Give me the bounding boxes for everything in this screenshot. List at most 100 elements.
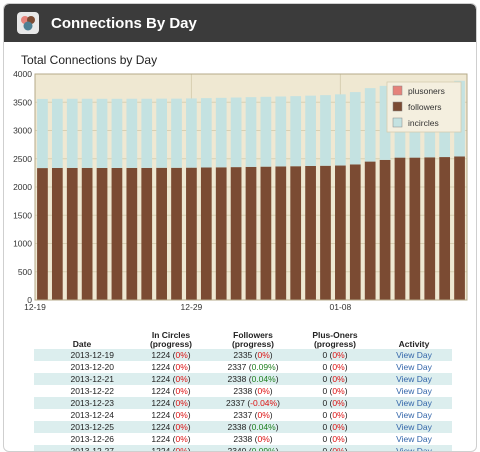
bar-followers [186, 167, 197, 300]
bar-followers [51, 167, 63, 300]
bar-followers [245, 166, 257, 300]
bar-followers [96, 167, 108, 300]
progress-value: 0% [332, 434, 345, 444]
date-cell: 2013-12-22 [70, 386, 114, 396]
progress-value: 0.04% [251, 422, 276, 432]
date-cell: 2013-12-19 [34, 349, 130, 361]
progress-value: 0% [257, 410, 270, 420]
activity-cell: View Day [376, 397, 452, 409]
x-tick-label: 01-08 [330, 302, 352, 312]
bar-incircles [37, 98, 48, 169]
activity-cell: View Day [376, 445, 452, 452]
activity-cell: View Day [376, 385, 452, 397]
table-row: 2013-12-24 1224 (0%) 2337 (0%) 0 (0%) View D… [34, 409, 452, 421]
view-day-link[interactable]: View Day [396, 446, 432, 452]
connections-panel: Connections By Day Total Connections by … [3, 3, 477, 452]
connections-bar-chart: 0 500 1000 1500 2000 2500 3000 3500 4000 12-19 12-… [13, 69, 468, 312]
bar-incircles [126, 98, 138, 168]
view-day-link[interactable]: View Day [396, 422, 432, 432]
y-tick-label: 1500 [13, 210, 32, 220]
bar-incircles [200, 98, 212, 168]
bar-followers [37, 168, 48, 300]
view-day-link[interactable]: View Day [396, 374, 432, 384]
bar-followers [454, 156, 465, 300]
view-day-link[interactable]: View Day [396, 350, 432, 360]
circles-cell: 1224 (0%) [130, 349, 212, 361]
table-row: 2013-12-19 1224 (0%) 2335 (0%) 0 (0%) View D… [34, 349, 452, 361]
bar-incircles [335, 94, 346, 166]
progress-value: 0% [332, 386, 345, 396]
bar-incircles [260, 96, 272, 167]
bar-followers [364, 161, 376, 300]
view-day-link[interactable]: View Day [396, 362, 432, 372]
date-cell: 2013-12-23 [34, 397, 130, 409]
bar-followers [141, 167, 153, 300]
circles-cell: 1224 (0%) [130, 445, 212, 451]
followers-cell: 2337 (0.09%) [227, 362, 279, 372]
circles-cell: 1224 (0%) [151, 410, 191, 420]
bar-followers [335, 165, 346, 300]
x-tick-label: 12-29 [181, 302, 203, 312]
col-plus-header: Plus-Oners (progress) [312, 330, 358, 349]
circles-cell: 1224 (0%) [151, 434, 191, 444]
plus-cell: 0 (0%) [322, 434, 348, 444]
progress-value: 0% [175, 398, 188, 408]
table-row: 2013-12-27 1224 (0%) 2340 (0.09%) 0 (0%) Vie… [34, 445, 452, 452]
progress-value: 0% [332, 362, 345, 372]
bar-incircles [349, 92, 361, 165]
progress-value: 0% [175, 374, 188, 384]
bar-incircles [379, 85, 391, 160]
bar-incircles [275, 96, 287, 167]
bar-incircles [364, 88, 376, 162]
progress-value: 0% [332, 446, 345, 452]
connections-table: Date In Circles (progress) Followers (prog… [34, 329, 452, 452]
legend-label-plusoners: plusoners [408, 86, 445, 96]
followers-cell: 2338 (0%) [233, 434, 273, 444]
panel-header: Connections By Day [4, 4, 476, 42]
progress-value: 0% [175, 386, 188, 396]
bar-incircles [141, 98, 153, 168]
legend-swatch-incircles [392, 117, 403, 128]
bar-followers [81, 167, 93, 300]
progress-value: 0% [175, 422, 188, 432]
bar-followers [424, 157, 436, 300]
plus-cell: 0 (0%) [294, 397, 376, 409]
bar-incircles [245, 97, 257, 167]
progress-value: 0.04% [251, 374, 276, 384]
progress-value: 0% [332, 422, 345, 432]
bar-incircles [96, 98, 108, 168]
progress-value: 0% [175, 362, 188, 372]
bar-followers [349, 164, 361, 300]
followers-cell: 2337 (-0.04%) [212, 397, 294, 409]
view-day-link[interactable]: View Day [396, 386, 432, 396]
progress-value: 0% [332, 410, 345, 420]
circles-cell: 1224 (0%) [130, 397, 212, 409]
bar-followers [171, 167, 182, 300]
chart-title: Total Connections by Day [21, 53, 158, 67]
bar-followers [215, 167, 227, 300]
view-day-link[interactable]: View Day [396, 434, 432, 444]
plus-cell: 0 (0%) [294, 421, 376, 433]
table-row: 2013-12-25 1224 (0%) 2338 (0.04%) 0 (0%) Vie… [34, 421, 452, 433]
followers-cell: 2338 (0.04%) [212, 373, 294, 385]
date-cell: 2013-12-20 [70, 362, 114, 372]
activity-cell: View Day [376, 433, 452, 445]
bar-incircles [320, 95, 331, 166]
bar-followers [409, 157, 421, 300]
followers-cell: 2337 (0%) [233, 410, 273, 420]
circles-cell: 1224 (0%) [151, 386, 191, 396]
plus-cell: 0 (0%) [294, 373, 376, 385]
view-day-link[interactable]: View Day [396, 398, 432, 408]
progress-value: 0% [332, 350, 345, 360]
legend-swatch-followers [392, 101, 403, 112]
followers-cell: 2338 (0.04%) [212, 421, 294, 433]
bar-followers [305, 165, 316, 300]
followers-cell: 2338 (0%) [233, 386, 273, 396]
bar-followers [260, 166, 272, 300]
progress-value: 0% [257, 434, 270, 444]
progress-value: 0.09% [251, 446, 276, 452]
view-day-link[interactable]: View Day [396, 410, 432, 420]
date-cell: 2013-12-21 [34, 373, 130, 385]
table-header-row: Date In Circles (progress) Followers (prog… [34, 329, 452, 349]
table-row: 2013-12-23 1224 (0%) 2337 (-0.04%) 0 (0%) Vi… [34, 397, 452, 409]
